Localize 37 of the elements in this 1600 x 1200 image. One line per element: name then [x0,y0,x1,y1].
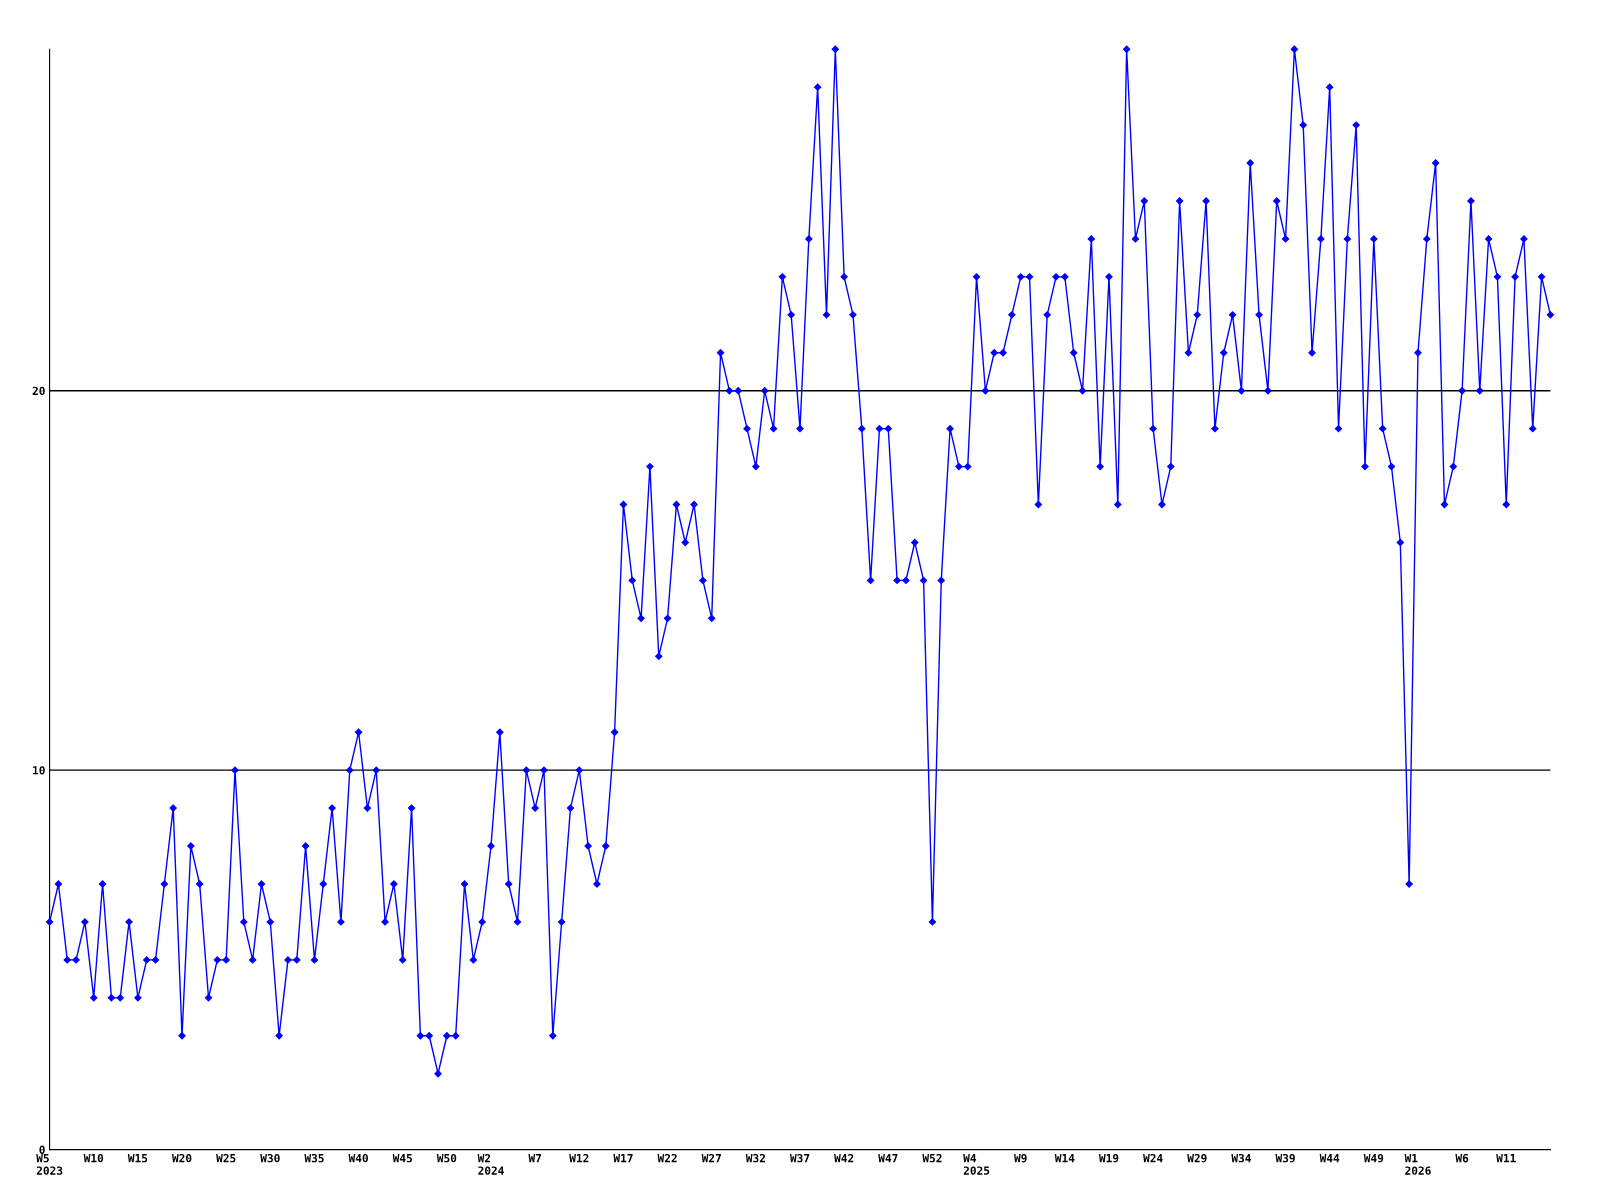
x-tick-label: W35 [304,1153,324,1163]
x-tick-label: W19 [1098,1154,1119,1163]
x-tick-label: W30 [260,1153,280,1163]
x-tick-label: W7 [528,1154,542,1163]
x-tick-label: W39 [1275,1153,1295,1163]
y-tick-label: 0 [39,1145,45,1154]
x-tick-label: W44 [1319,1154,1340,1163]
x-tick-label: W47 [878,1154,898,1163]
x-tick-label: W15 [127,1154,148,1163]
x-tick-label: W6 [1455,1153,1469,1163]
x-tick-label: W11 [1496,1154,1516,1163]
x-tick-label: W37 [789,1153,810,1163]
x-tick-label: W20 [171,1153,192,1163]
x-tick-label: W25 [216,1153,236,1163]
x-tick-label: W10 [83,1153,104,1163]
x-tick-label: W52 [922,1153,942,1163]
x-tick-label: W1 2026 [1404,1154,1431,1175]
x-tick-label: W27 [701,1153,721,1163]
x-tick-label: W45 [392,1154,413,1163]
x-tick-label: W22 [657,1153,677,1163]
y-tick-label: 20 [32,386,45,396]
x-tick-label: W32 [745,1153,765,1163]
y-tick-label: 10 [33,766,45,775]
x-tick-label: W14 [1054,1154,1075,1163]
x-tick-label: W34 [1231,1153,1251,1163]
x-tick-label: W24 [1143,1153,1163,1163]
x-tick-label: W17 [613,1154,633,1163]
x-tick-label: W5 2023 [36,1154,63,1175]
x-tick-label: W49 [1363,1154,1384,1163]
x-tick-label: W42 [834,1153,854,1163]
x-tick-label: W12 [569,1153,589,1163]
x-tick-label: W29 [1187,1153,1207,1163]
x-tick-label: W9 [1014,1154,1027,1163]
x-tick-label: W2 2024 [477,1153,504,1175]
x-tick-label: W4 2025 [963,1154,990,1175]
x-tick-label: W40 [348,1153,368,1163]
x-tick-label: W50 [436,1153,457,1163]
